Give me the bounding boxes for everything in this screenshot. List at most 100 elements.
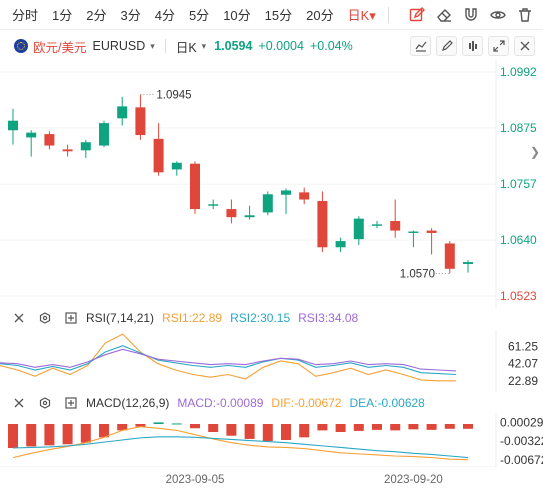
macd-histogram-bar bbox=[226, 424, 237, 436]
candlestick-chart[interactable]: 1.0992 1.0875 1.0757 1.0640 1.0523 1.0945 1.05… bbox=[0, 60, 543, 308]
macd-histogram-bar bbox=[117, 424, 128, 431]
macd-histogram-bar bbox=[353, 424, 364, 431]
macd-histogram-bar bbox=[262, 424, 273, 442]
macd-histogram-bar bbox=[8, 424, 18, 448]
period-2min[interactable]: 2分 bbox=[86, 8, 107, 23]
macd-tick-label: -0.00322 bbox=[500, 434, 543, 448]
rsi1-value: RSI1:22.89 bbox=[162, 311, 223, 325]
macd-histogram-bar bbox=[317, 424, 328, 431]
macd-line-dea bbox=[12, 436, 469, 459]
eye-icon[interactable] bbox=[489, 6, 507, 24]
candle-body bbox=[62, 149, 73, 152]
candle-body bbox=[463, 262, 473, 264]
macd-histogram-bar bbox=[281, 424, 291, 440]
macd-histogram-bar bbox=[208, 424, 219, 432]
period-10min[interactable]: 10分 bbox=[223, 8, 251, 23]
macd-histogram-bar bbox=[135, 424, 146, 427]
date-axis: 2023-09-05 2023-09-20 bbox=[0, 466, 496, 486]
price-tick-label: 1.0992 bbox=[500, 65, 537, 79]
rsi-line-rsi3 bbox=[0, 348, 457, 372]
candle-body bbox=[426, 230, 437, 233]
rsi-legend-bar: RSI(7,14,21) RSI1:22.89 RSI2:30.15 RSI3:… bbox=[0, 307, 496, 329]
period-15min[interactable]: 15分 bbox=[264, 8, 293, 23]
collapse-panel-icon[interactable]: ❯ bbox=[530, 145, 541, 159]
period-timeshare[interactable]: 分时 bbox=[12, 8, 39, 23]
price-tick-label: 1.0757 bbox=[500, 177, 537, 191]
close-icon[interactable] bbox=[514, 36, 535, 56]
macd-histogram-bar bbox=[153, 422, 164, 424]
toolbar-icons bbox=[399, 6, 534, 24]
symbol-dropdown-caret[interactable]: ▾ bbox=[150, 40, 155, 51]
macd-line-dif bbox=[12, 426, 469, 461]
period-3min[interactable]: 3分 bbox=[120, 8, 141, 23]
price-tick-label: 1.0523 bbox=[500, 289, 537, 303]
indicator-settings-icon[interactable] bbox=[38, 311, 52, 325]
eu-flag-icon bbox=[14, 39, 28, 53]
add-indicator-icon[interactable] bbox=[64, 396, 78, 410]
add-indicator-icon[interactable] bbox=[64, 311, 78, 325]
rsi3-value: RSI3:34.08 bbox=[298, 311, 359, 325]
period-4min[interactable]: 4分 bbox=[154, 8, 175, 23]
macd-histogram-bar bbox=[390, 424, 401, 431]
last-price: 1.0594 bbox=[214, 39, 253, 53]
fullscreen-icon[interactable] bbox=[488, 36, 509, 56]
macd-histogram-bar bbox=[44, 424, 55, 446]
rsi-label: RSI(7,14,21) bbox=[86, 311, 155, 325]
timeframe-dropdown-caret[interactable]: ▾ bbox=[201, 40, 207, 51]
candle-body bbox=[8, 120, 18, 131]
candle-body bbox=[353, 218, 364, 240]
candle-body bbox=[317, 200, 328, 248]
macd-histogram-bar bbox=[62, 424, 73, 445]
macd-chart[interactable]: 0.00029 -0.00322 -0.00672 bbox=[0, 414, 543, 466]
indicator-settings-icon[interactable] bbox=[38, 396, 52, 410]
chart-settings-icon[interactable] bbox=[462, 36, 483, 56]
period-5min[interactable]: 5分 bbox=[188, 8, 210, 23]
macd-histogram-bar bbox=[99, 424, 109, 438]
edit-icon[interactable] bbox=[408, 6, 426, 24]
symbol-name-cn[interactable]: 欧元/美元 bbox=[33, 40, 87, 55]
rsi-tick-label: 22.89 bbox=[508, 374, 538, 388]
price-change: +0.0004 bbox=[258, 39, 304, 53]
close-indicator-icon[interactable] bbox=[12, 396, 26, 410]
low-price-label: 1.0570 bbox=[400, 269, 435, 281]
macd-histogram-bar bbox=[372, 424, 382, 430]
eraser-icon[interactable] bbox=[435, 6, 453, 24]
draw-icon[interactable] bbox=[436, 36, 457, 56]
candle-body bbox=[226, 209, 237, 218]
candle-body bbox=[335, 241, 346, 248]
trash-icon[interactable] bbox=[516, 6, 534, 24]
period-daily-dropdown[interactable]: 日K▾ bbox=[347, 8, 376, 23]
rsi-chart[interactable]: 61.25 42.07 22.89 bbox=[0, 330, 543, 392]
period-1min[interactable]: 1分 bbox=[52, 8, 73, 23]
line-chart-icon[interactable] bbox=[410, 36, 431, 56]
macd-histogram-bar bbox=[408, 424, 419, 430]
candle-body bbox=[208, 204, 219, 206]
macd-histogram-bar bbox=[244, 424, 255, 439]
candle-body bbox=[408, 231, 419, 233]
macd-histogram-bar bbox=[299, 424, 310, 438]
high-price-label: 1.0945 bbox=[156, 89, 191, 101]
close-indicator-icon[interactable] bbox=[12, 311, 26, 325]
macd-histogram-bar bbox=[190, 424, 200, 429]
macd-histogram-bar bbox=[444, 424, 455, 429]
candle-body bbox=[190, 163, 200, 210]
candle-body bbox=[80, 142, 91, 151]
timeframe-label[interactable]: 日K bbox=[175, 40, 197, 55]
period-20min[interactable]: 20分 bbox=[306, 8, 334, 23]
candle-body bbox=[299, 192, 310, 200]
chart-tools bbox=[405, 36, 535, 56]
symbol-code[interactable]: EURUSD bbox=[92, 39, 146, 53]
rsi-tick-label: 42.07 bbox=[508, 357, 538, 371]
candle-body bbox=[262, 194, 273, 213]
candle-body bbox=[444, 243, 455, 269]
macd-label: MACD(12,26,9) bbox=[86, 396, 170, 410]
rsi-tick-label: 61.25 bbox=[508, 339, 538, 353]
toolbar-divider bbox=[387, 6, 389, 23]
macd-histogram-bar bbox=[463, 424, 473, 429]
magnet-icon[interactable] bbox=[462, 6, 480, 24]
candle-body bbox=[26, 132, 37, 138]
candle-body bbox=[117, 106, 128, 119]
dea-value: DEA:-0.00628 bbox=[349, 396, 425, 410]
symbol-info-bar: 欧元/美元 EURUSD ▾ 日K ▾ 1.0594 +0.0004 +0.04… bbox=[0, 33, 543, 59]
